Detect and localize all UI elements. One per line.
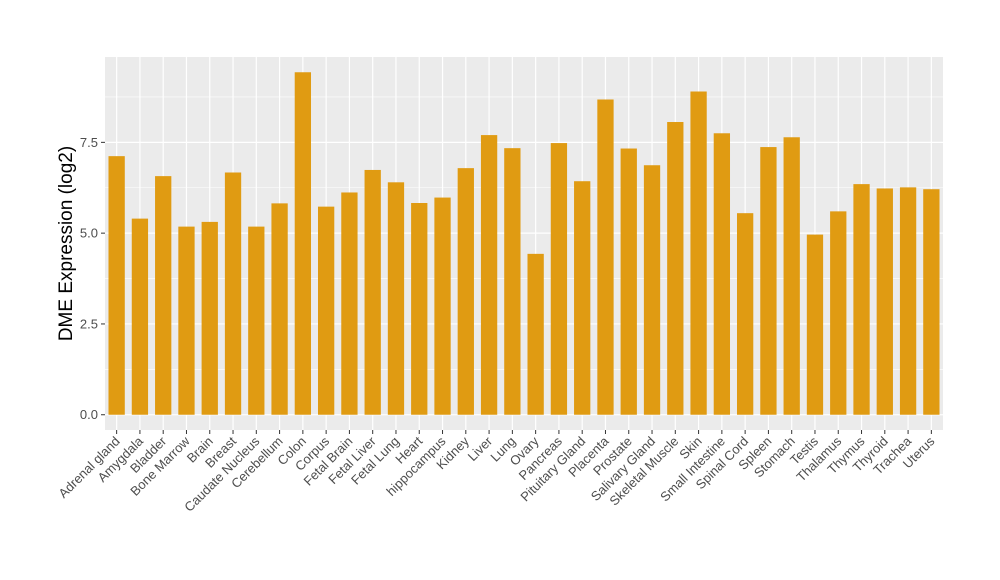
- bar-heart: [411, 203, 428, 415]
- bar-cerebellum: [271, 203, 288, 415]
- bar-fetal-brain: [341, 192, 358, 415]
- bar-spleen: [760, 147, 777, 415]
- bar-adrenal-gland: [108, 156, 125, 415]
- minor-gridlines: [105, 96, 943, 370]
- bar-spinal-cord: [736, 213, 754, 415]
- bar-bladder: [155, 176, 172, 415]
- bar-skin: [690, 91, 707, 415]
- bar-thalamus: [830, 211, 847, 415]
- bar-stomach: [783, 137, 800, 415]
- bar-small-intestine: [713, 133, 731, 415]
- bar-amygdala: [131, 218, 149, 415]
- bar-ovary: [527, 253, 544, 415]
- bar-thyroid: [876, 188, 893, 415]
- bar-kidney: [457, 168, 474, 415]
- bar-salivary-gland: [643, 165, 661, 415]
- bar-skeletal-muscle: [667, 122, 684, 415]
- y-tick-label: 5.0: [80, 226, 98, 241]
- x-tick-label: Liver: [465, 433, 496, 464]
- bar-thymus: [853, 184, 870, 415]
- bar-colon: [294, 72, 312, 415]
- bar-liver: [480, 135, 498, 415]
- y-axis: 0.0 2.5 5.0 7.5: [80, 135, 105, 422]
- bar-lung: [504, 148, 521, 415]
- bar-pituitary-gland: [574, 181, 591, 415]
- y-tick-label: 7.5: [80, 135, 98, 150]
- bar-fetal-lung: [387, 182, 405, 415]
- y-axis-title: DME Expression (log2): [56, 146, 77, 341]
- bar-pancreas: [550, 143, 568, 415]
- bars: [108, 72, 940, 415]
- y-tick-label: 2.5: [80, 316, 98, 331]
- bar-fetal-liver: [364, 169, 381, 415]
- bar-trachea: [899, 187, 917, 415]
- plot-panel: [105, 57, 943, 430]
- bar-brain: [201, 221, 218, 415]
- bar-hippocampus: [434, 197, 451, 415]
- bar-placenta: [597, 99, 614, 415]
- bar-breast: [224, 172, 242, 415]
- bar-prostate: [620, 148, 637, 415]
- bar-caudate-nucleus: [248, 226, 265, 415]
- y-tick-label: 0.0: [80, 407, 98, 422]
- bar-corpus: [317, 206, 335, 415]
- bar-bone-marrow: [178, 226, 195, 415]
- bar-testis: [806, 234, 824, 415]
- bar-uterus: [923, 189, 940, 415]
